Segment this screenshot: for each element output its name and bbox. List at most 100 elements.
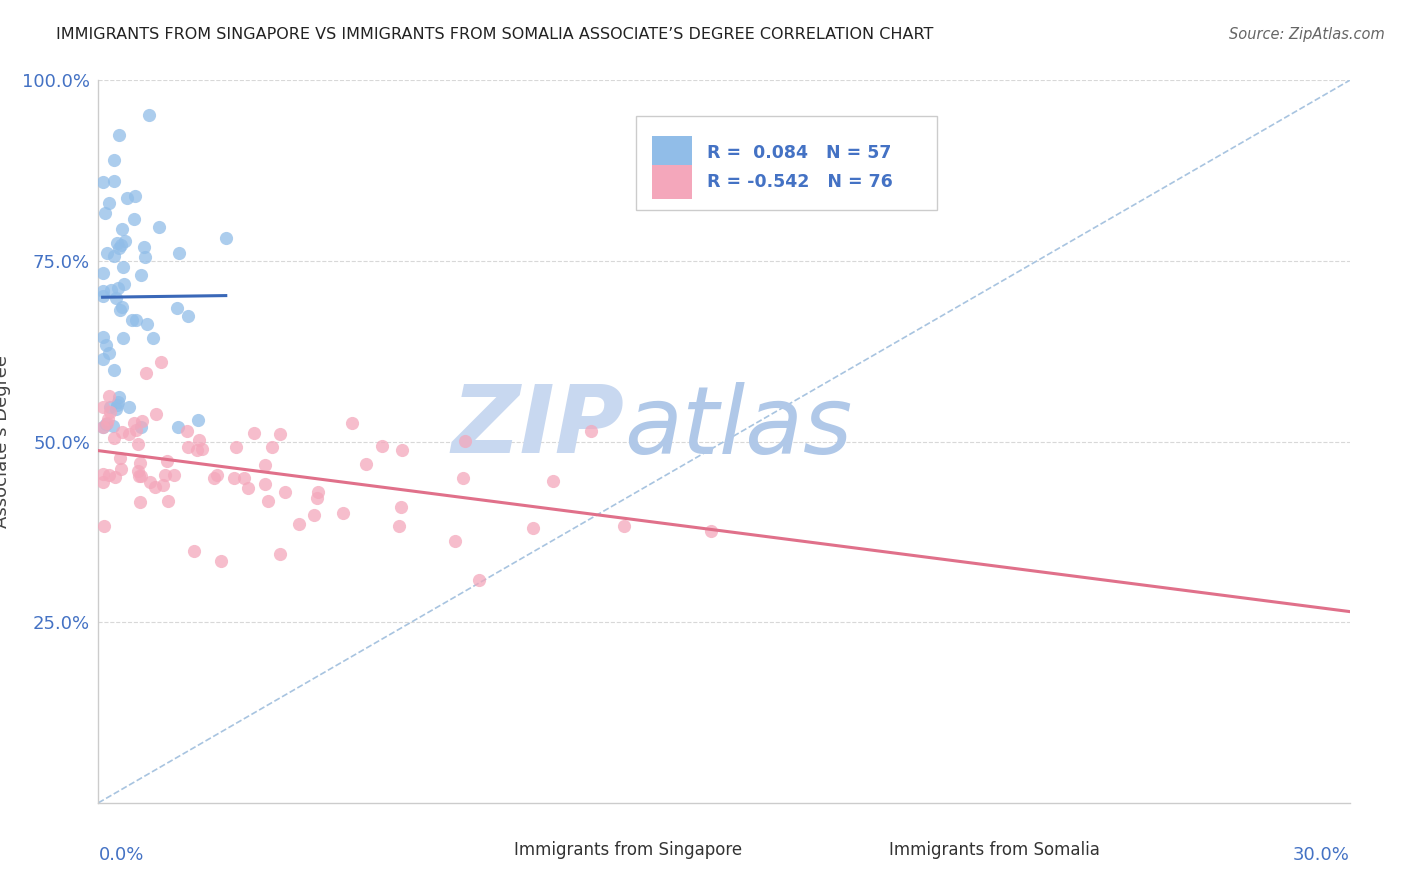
Point [260,440,283,454]
Point [91,420,114,434]
Point [522,521,544,535]
Point [94,206,117,220]
Text: ZIP: ZIP [451,381,624,473]
Point [354,457,377,471]
Point [149,355,172,369]
Point [391,442,413,457]
Point [222,471,245,485]
Point [129,420,152,434]
Point [118,400,141,414]
Point [121,313,143,327]
Point [209,554,232,568]
Point [269,547,291,561]
Text: Immigrants from Somalia: Immigrants from Somalia [889,841,1099,859]
Point [253,458,276,472]
Point [91,175,114,189]
Point [388,519,411,533]
Text: 30.0%: 30.0% [1294,847,1350,864]
Point [167,420,190,434]
Point [91,420,114,434]
Point [243,425,266,440]
Point [138,108,160,122]
Point [451,471,474,485]
Point [153,467,176,482]
Point [107,128,129,142]
Point [139,475,162,490]
Point [96,245,118,260]
Point [128,456,150,470]
Point [91,400,114,414]
Point [91,289,114,303]
Point [108,390,131,404]
Point [107,280,129,294]
Point [111,425,134,439]
Point [453,434,475,448]
Point [104,470,127,484]
FancyBboxPatch shape [637,117,936,211]
Text: Immigrants from Singapore: Immigrants from Singapore [513,841,742,859]
Point [98,346,121,360]
Point [103,153,125,167]
Point [98,389,121,403]
Point [579,424,602,438]
Point [155,454,177,468]
Point [136,317,159,331]
Point [253,476,276,491]
Point [288,517,311,532]
Point [177,309,200,323]
Point [342,416,364,430]
Point [122,211,145,226]
Point [125,313,148,327]
Point [98,405,121,419]
Point [304,508,326,522]
Point [108,450,131,465]
Point [152,478,174,492]
Point [110,237,132,252]
Point [132,240,155,254]
Point [114,235,136,249]
Text: R =  0.084   N = 57: R = 0.084 N = 57 [707,145,891,162]
Point [124,417,146,431]
Point [188,433,211,447]
Point [91,467,114,481]
Point [125,423,148,437]
Point [91,284,114,298]
Point [105,291,128,305]
Point [96,417,118,432]
Point [204,470,226,484]
Point [111,221,134,235]
Point [134,250,156,264]
Point [105,398,128,412]
Point [467,573,489,587]
Y-axis label: Associate’s Degree: Associate’s Degree [0,355,11,528]
Point [191,442,214,456]
Bar [651,165,692,200]
Point [186,443,208,458]
Point [128,469,150,483]
Point [98,400,121,414]
Point [256,494,278,508]
Text: 0.0%: 0.0% [98,847,143,864]
Point [103,249,125,263]
Point [112,260,135,274]
Point [176,424,198,438]
Point [100,283,122,297]
Point [110,462,132,476]
Point [205,467,228,482]
Point [135,366,157,380]
Text: atlas: atlas [624,382,852,473]
Point [112,330,135,344]
Point [177,441,200,455]
Point [541,474,564,488]
Point [97,411,120,425]
Point [110,301,132,315]
Point [129,469,152,483]
Point [108,303,131,318]
Point [148,219,170,234]
Point [103,362,125,376]
Point [157,494,180,508]
Point [128,495,150,509]
Point [115,191,138,205]
Point [91,352,114,367]
Point [307,485,329,500]
